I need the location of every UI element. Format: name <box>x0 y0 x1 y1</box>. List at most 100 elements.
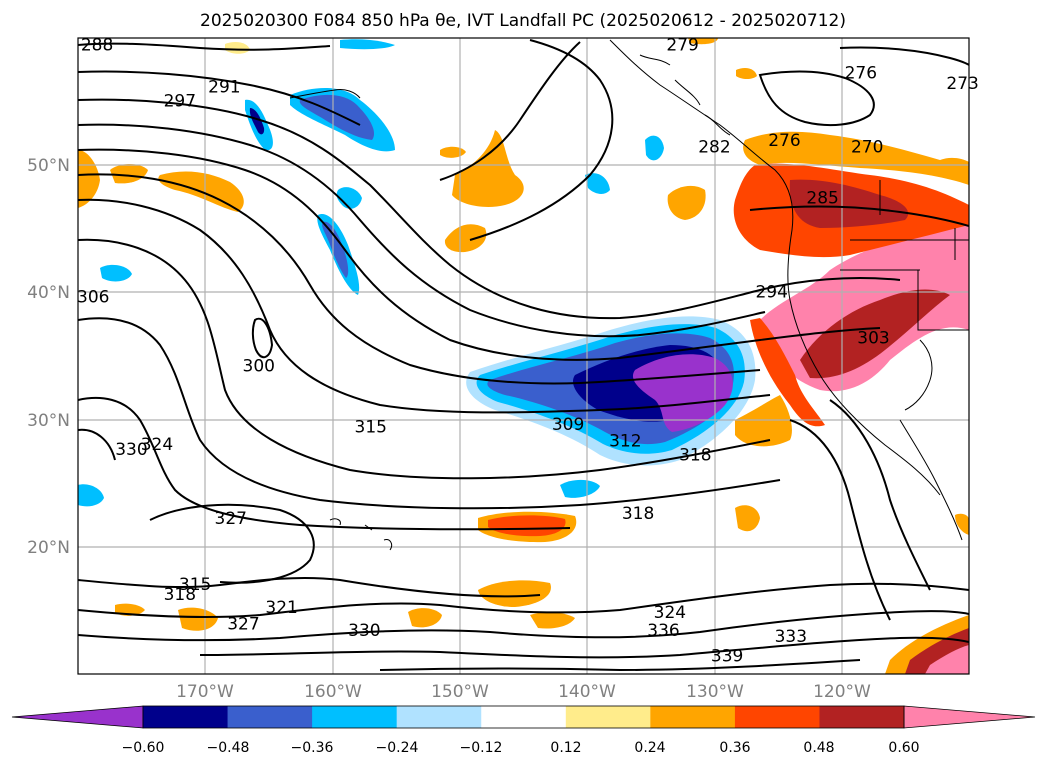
shading-pink-se-corner <box>925 645 969 674</box>
colorbar-swatch <box>143 706 229 728</box>
shading-royalblue-streak-2 <box>322 221 349 278</box>
theta-e-contours <box>78 39 969 672</box>
ivt-shading <box>78 38 969 674</box>
contour-label: 327 <box>227 614 259 634</box>
shading-blue-small-7 <box>340 39 395 50</box>
contour-label: 333 <box>775 627 807 647</box>
contour-label: 297 <box>164 92 196 112</box>
colorbar-outline <box>142 705 905 729</box>
colorbar-label: −0.60 <box>122 740 165 756</box>
contour-label: 339 <box>711 646 743 666</box>
colorbar-swatch <box>312 706 398 728</box>
lon-tick-label: 170°W <box>176 682 234 702</box>
shading-orange-south-5 <box>178 607 218 631</box>
shading-orangered-coast <box>750 318 825 427</box>
contour-label: 312 <box>609 431 641 451</box>
contour-label: 318 <box>622 504 654 524</box>
contour-label: 324 <box>654 603 686 623</box>
shading-blue-small-4 <box>560 479 600 498</box>
contour-label: 324 <box>141 435 173 455</box>
lat-tick-label: 50°N <box>27 156 70 176</box>
colorbar-label: −0.12 <box>460 740 503 756</box>
colorbar-swatch <box>565 706 651 728</box>
colorbar-label: −0.36 <box>291 740 334 756</box>
colorbar-label: 0.36 <box>719 740 750 756</box>
shading-navy-streak-1 <box>249 108 265 135</box>
shading-blue-small-1 <box>336 187 362 209</box>
contour-label: 285 <box>806 188 838 208</box>
colorbar-swatch <box>227 706 313 728</box>
lat-tick-label: 40°N <box>27 283 70 303</box>
lon-tick-label: 140°W <box>558 682 616 702</box>
shading-orange-small-2 <box>667 185 706 220</box>
shading-orange-gulf-ak-2 <box>444 224 487 253</box>
contour-label: 270 <box>851 137 883 157</box>
lon-tick-label: 130°W <box>686 682 744 702</box>
contour-label: 303 <box>857 328 889 348</box>
contour-label: 279 <box>666 36 698 56</box>
shading-yellow-small-1 <box>225 42 250 54</box>
contour-label: 288 <box>81 36 113 56</box>
lon-tick-label: 160°W <box>304 682 362 702</box>
coastlines <box>289 39 969 551</box>
lat-tick-label: 20°N <box>27 538 70 558</box>
contour-label: 273 <box>946 74 978 94</box>
contour-label: 300 <box>243 356 275 376</box>
shading-blue-small-3 <box>78 484 104 507</box>
colorbar-extend-low <box>11 705 144 729</box>
colorbar-label: 0.60 <box>888 740 919 756</box>
contour-label: 306 <box>77 288 109 308</box>
colorbar-extend-high <box>903 705 1036 729</box>
shading-orange-small-4 <box>688 38 718 45</box>
contour-label: 321 <box>265 598 297 618</box>
contour-label: 330 <box>348 621 380 641</box>
contour-label: 315 <box>179 575 211 595</box>
colorbar-swatch <box>650 706 736 728</box>
colorbar-label: −0.48 <box>207 740 250 756</box>
colorbar-swatch <box>481 706 567 728</box>
contour-label: 291 <box>208 78 240 98</box>
shading-orange-coast <box>735 395 792 447</box>
shading-orange-south-7 <box>735 505 760 532</box>
lon-tick-label: 120°W <box>813 682 871 702</box>
shading-firebrick-bc <box>789 179 909 228</box>
shading-orange-south-2 <box>478 580 551 607</box>
lon-tick-labels: 170°W 160°W 150°W 140°W 130°W 120°W <box>176 682 871 702</box>
contour-label: 282 <box>698 137 730 157</box>
colorbar-swatch <box>396 706 482 728</box>
colorbar <box>11 705 1036 729</box>
shading-firebrick-west-us <box>800 289 950 379</box>
colorbar-label: 0.24 <box>634 740 665 756</box>
contour-label: 318 <box>164 585 196 605</box>
lat-tick-label: 30°N <box>27 411 70 431</box>
shading-blue-small-2 <box>100 264 132 282</box>
contour-label: 276 <box>768 131 800 151</box>
colorbar-label: −0.24 <box>376 740 419 756</box>
map-frame <box>77 37 970 675</box>
shading-orange-west-2 <box>110 164 148 184</box>
colorbar-swatch <box>734 706 820 728</box>
contour-label: 294 <box>755 282 787 302</box>
shading-blue-small-6 <box>645 135 664 161</box>
contour-label: 276 <box>845 64 877 84</box>
contour-label: 336 <box>647 621 679 641</box>
contour-label: 309 <box>552 415 584 435</box>
shading-orange-east-edge <box>940 157 969 180</box>
shading-orange-south-4 <box>530 612 575 629</box>
contour-label: 318 <box>679 445 711 465</box>
colorbar-label: 0.12 <box>550 740 581 756</box>
contour-labels: 288 279 276 273 297 291 282 276 270 285 306 294 303 3… <box>77 36 979 667</box>
contour-label: 315 <box>355 417 387 437</box>
contour-label: 327 <box>215 509 247 529</box>
shading-orangered-south-1 <box>488 515 566 537</box>
shading-orange-small-3 <box>736 68 757 79</box>
lon-tick-label: 150°W <box>431 682 489 702</box>
colorbar-label: 0.48 <box>803 740 834 756</box>
colorbar-swatch <box>819 706 905 728</box>
contour-label: 330 <box>115 440 147 460</box>
shading-blue-small-5 <box>585 173 610 194</box>
figure-title: 2025020300 F084 850 hPa θe, IVT Landfall… <box>200 11 846 31</box>
shading-orange-se-east <box>955 513 969 535</box>
lat-tick-labels: 50°N 40°N 30°N 20°N <box>27 156 70 558</box>
